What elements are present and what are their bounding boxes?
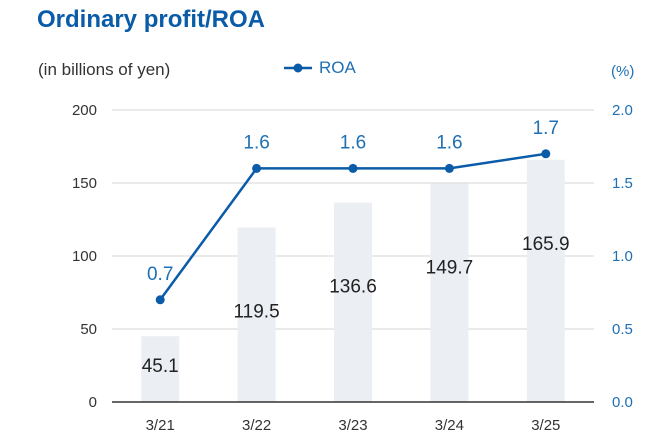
roa-point	[541, 149, 551, 159]
legend-label-roa: ROA	[319, 58, 356, 77]
bar	[237, 227, 276, 402]
y-left-tick-label: 50	[80, 321, 97, 338]
y-left-tick-label: 200	[72, 102, 97, 119]
bar-value-label: 45.1	[142, 356, 179, 377]
bar	[430, 183, 469, 402]
roa-value-label: 1.7	[533, 118, 559, 139]
y-right-tick-label: 0.0	[612, 394, 633, 411]
roa-point	[444, 163, 454, 173]
roa-value-label: 1.6	[340, 132, 366, 153]
bar-value-label: 165.9	[522, 234, 570, 255]
legend: ROA	[283, 58, 356, 78]
right-axis-unit: (%)	[611, 63, 635, 80]
bar	[141, 336, 180, 402]
y-right-tick-label: 1.5	[612, 175, 633, 192]
bar	[334, 202, 372, 402]
y-left-tick-label: 0	[89, 394, 97, 411]
chart-title: Ordinary profit/ROA	[37, 6, 266, 33]
roa-value-label: 0.7	[147, 264, 173, 285]
y-right-tick-label: 1.0	[612, 248, 633, 265]
bar-value-label: 136.6	[329, 277, 377, 298]
roa-value-label: 1.6	[243, 132, 269, 153]
roa-point	[252, 163, 262, 173]
roa-point	[155, 295, 165, 305]
bar-value-label: 149.7	[426, 257, 474, 278]
y-left-tick-label: 100	[72, 248, 97, 265]
bar	[526, 159, 565, 402]
left-axis-unit: (in billions of yen)	[38, 60, 171, 79]
x-tick-label: 3/23	[338, 417, 367, 434]
x-tick-label: 3/22	[242, 417, 271, 434]
legend-line-marker-icon	[284, 63, 312, 73]
x-tick-label: 3/25	[531, 417, 560, 434]
x-tick-label: 3/21	[146, 417, 175, 434]
roa-value-label: 1.6	[436, 132, 462, 153]
y-right-tick-label: 2.0	[612, 102, 633, 119]
x-tick-label: 3/24	[435, 417, 464, 434]
roa-point	[348, 163, 358, 173]
y-left-tick-label: 150	[72, 175, 97, 192]
bar-value-label: 119.5	[234, 302, 280, 323]
y-right-tick-label: 0.5	[612, 321, 633, 338]
